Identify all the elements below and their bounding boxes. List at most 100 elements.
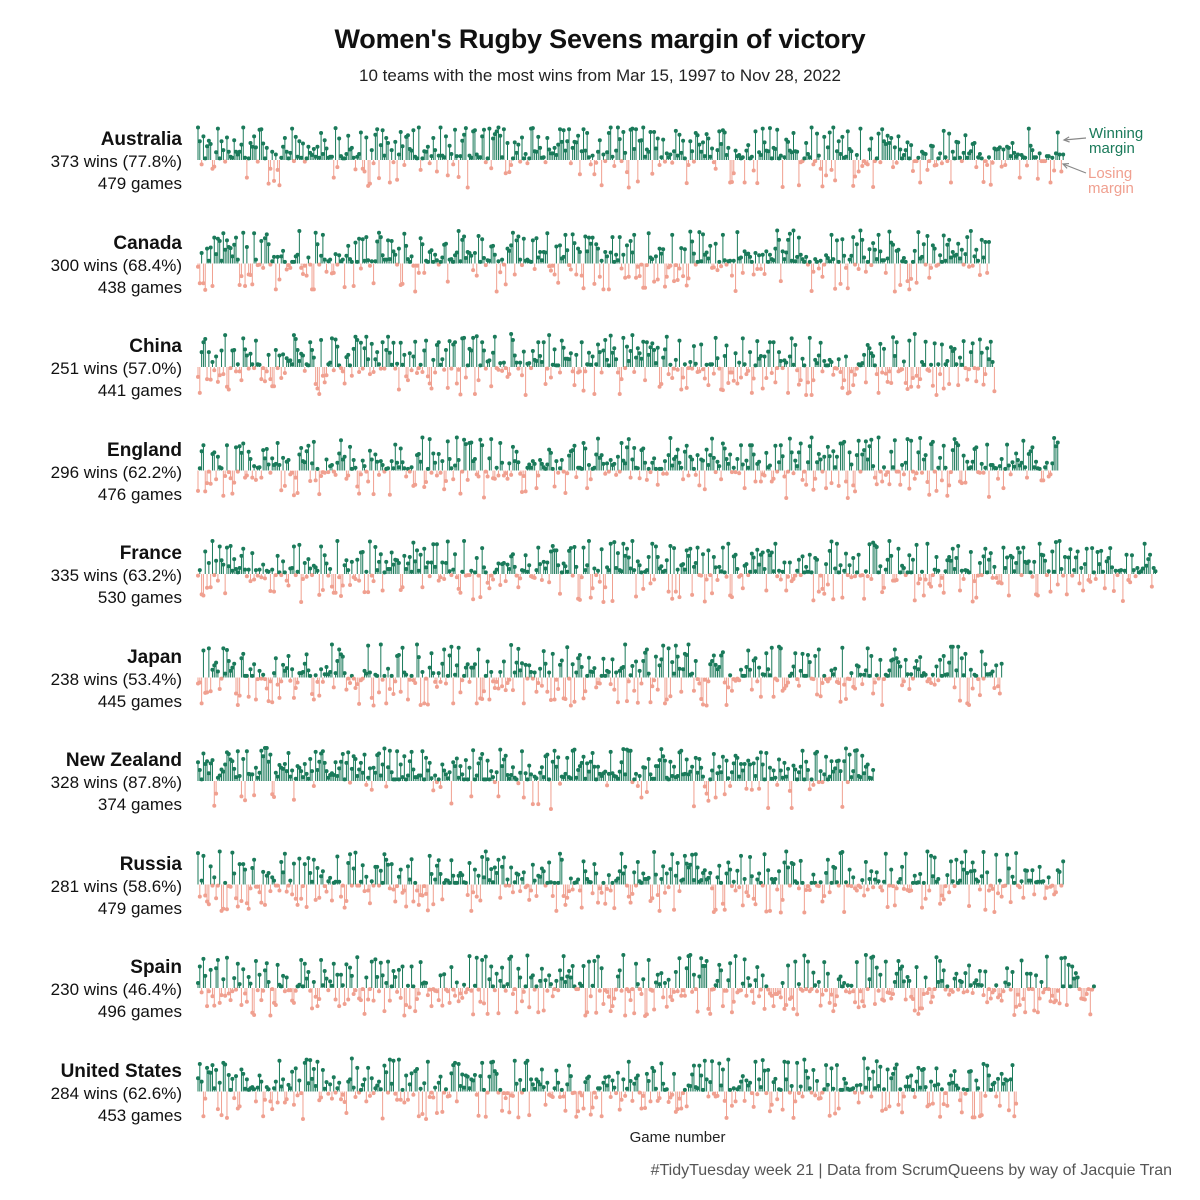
loss-point (302, 159, 307, 164)
win-point (1046, 569, 1051, 574)
loss-point (436, 578, 441, 583)
loss-point (843, 479, 848, 484)
win-point (512, 459, 517, 464)
loss-point (1035, 176, 1040, 181)
loss-point (583, 369, 588, 374)
win-point (1021, 545, 1026, 550)
win-point (253, 338, 258, 343)
win-point (889, 136, 894, 140)
win-point (217, 544, 222, 549)
win-point (382, 153, 387, 158)
win-point (521, 156, 526, 161)
loss-point (568, 161, 573, 166)
loss-point (1088, 579, 1093, 584)
win-point (402, 553, 407, 558)
win-point (881, 465, 886, 470)
win-point (197, 466, 202, 471)
win-point (1032, 559, 1037, 564)
win-point (827, 454, 832, 459)
win-point (548, 549, 553, 554)
loss-point (563, 491, 568, 496)
loss-point (396, 387, 401, 392)
win-point (675, 153, 680, 158)
win-point (695, 133, 700, 138)
loss-point (820, 274, 825, 279)
win-point (959, 362, 964, 367)
loss-point (243, 284, 248, 289)
loss-point (358, 472, 363, 477)
win-point (221, 646, 226, 651)
win-point (451, 259, 456, 264)
win-point (322, 553, 327, 558)
win-point (878, 249, 883, 254)
win-point (1091, 570, 1096, 575)
win-point (409, 569, 414, 574)
win-point (360, 550, 365, 554)
loss-point (838, 369, 843, 374)
loss-point (212, 573, 217, 578)
win-point (1084, 546, 1089, 551)
win-point (541, 155, 546, 160)
win-point (958, 256, 963, 261)
win-point (585, 563, 590, 568)
loss-point (666, 589, 671, 594)
win-point (219, 258, 224, 263)
loss-point (507, 170, 512, 175)
win-point (854, 153, 859, 158)
win-point (1005, 442, 1010, 447)
loss-point (264, 369, 269, 374)
win-point (818, 258, 823, 263)
win-point (498, 441, 503, 445)
loss-point (690, 366, 695, 371)
win-point (572, 443, 577, 448)
loss-point (552, 272, 557, 277)
loss-point (941, 386, 946, 391)
win-point (883, 567, 888, 572)
loss-point (212, 368, 217, 373)
win-point (986, 557, 991, 562)
win-point (377, 559, 381, 564)
win-point (690, 457, 695, 462)
win-point (887, 539, 892, 543)
loss-point (215, 578, 220, 583)
loss-point (661, 471, 666, 476)
win-point (679, 465, 684, 470)
loss-point (1102, 586, 1107, 591)
win-point (780, 249, 785, 254)
loss-point (881, 585, 886, 590)
loss-point (317, 592, 322, 597)
loss-point (489, 166, 494, 171)
win-point (605, 254, 610, 259)
loss-point (829, 481, 834, 486)
loss-point (362, 590, 367, 595)
win-point (767, 463, 772, 468)
loss-point (523, 489, 528, 494)
loss-point (927, 492, 932, 497)
win-point (834, 541, 839, 546)
win-point (1041, 553, 1046, 558)
win-point (337, 647, 342, 652)
win-point (355, 557, 360, 562)
win-point (896, 247, 901, 252)
win-point (909, 143, 914, 148)
win-point (610, 350, 615, 355)
loss-point (740, 586, 745, 591)
loss-point (775, 574, 780, 579)
loss-point (590, 586, 595, 591)
loss-point (300, 576, 305, 581)
win-point (898, 147, 903, 152)
win-point (945, 358, 950, 363)
win-point (514, 449, 519, 454)
win-point (217, 156, 222, 161)
loss-point (729, 595, 734, 600)
win-point (968, 550, 973, 554)
win-point (891, 335, 896, 340)
win-point (275, 553, 280, 558)
loss-point (916, 384, 921, 389)
loss-point (489, 573, 494, 578)
win-point (603, 249, 608, 254)
win-point (793, 458, 798, 463)
win-point (681, 138, 686, 143)
win-point (447, 456, 452, 461)
loss-point (449, 573, 454, 578)
